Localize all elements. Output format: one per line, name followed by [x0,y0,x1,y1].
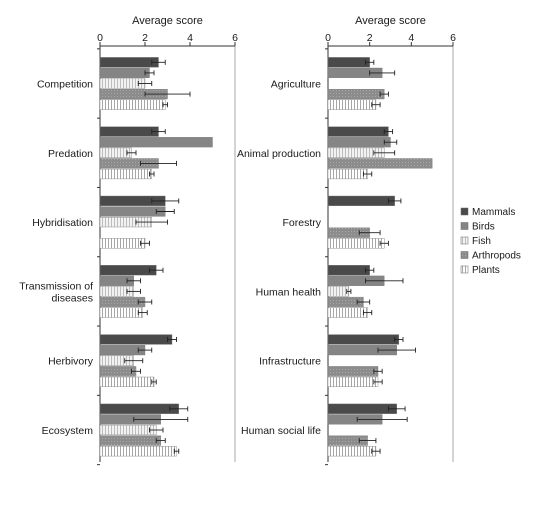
bar-plants [327,376,379,388]
bar-mammals [99,57,159,68]
bar-arthropods [99,435,161,446]
chart-legend: Mammals Birds Fish Arthropods Plants [460,207,521,276]
category-label: Transmission of [19,280,93,292]
bar-plants [99,446,177,457]
category-label: diseases [52,292,93,304]
x-tick-label: 6 [450,32,456,44]
x-tick-label: 4 [408,32,414,44]
bar-mammals [327,195,395,207]
bar-plants [99,376,155,388]
legend-label-mammals: Mammals [472,207,515,218]
bar-plants [99,99,166,110]
bar-plants [327,168,368,180]
bar-mammals [327,265,370,276]
bar-mammals [327,403,397,414]
bar-birds [99,67,150,79]
bar-mammals [327,57,370,68]
chart-panel-1: Average score 0 2 4 6 Competition Predation Hyb… [19,15,238,466]
category-label: Predation [48,148,93,160]
x-tick-label: 2 [367,32,373,44]
bar-arthropods [99,366,137,377]
bar-plants [327,307,368,318]
bar-arthropods [327,88,385,100]
legend-swatch-birds [460,222,469,230]
x-tick-label: 0 [97,32,103,44]
category-label: Agriculture [271,79,321,91]
bar-fish [99,424,157,436]
bar-plants [327,446,377,457]
bar-birds [99,137,213,148]
category-label: Human social life [241,425,321,437]
category-label: Herbivory [48,356,94,368]
bar-arthropods [327,366,379,377]
bar-plants [99,168,152,180]
bar-mammals [99,265,157,276]
bar-mammals [99,126,159,137]
bar-birds [99,206,166,217]
legend-label-birds: Birds [472,222,495,233]
bar-plants [327,99,377,110]
category-label: Hybridisation [32,217,93,229]
category-label: Infrastructure [259,356,321,368]
x-tick-label: 6 [232,32,238,44]
x-axis-title: Average score [132,15,203,27]
x-tick-label: 0 [325,32,331,44]
category-label: Animal production [237,148,321,160]
x-tick-label: 2 [142,32,148,44]
x-axis-title: Average score [355,15,426,27]
bar-mammals [99,403,179,414]
legend-label-plants: Plants [472,265,500,276]
bar-mammals [327,126,389,137]
legend-swatch-arthropods [460,251,469,259]
bar-plants [327,238,385,249]
category-label: Human health [256,286,322,298]
bar-arthropods [327,158,433,169]
bar-plants [99,238,146,249]
bar-mammals [327,334,400,345]
category-label: Forestry [282,217,321,229]
category-label: Ecosystem [42,425,94,437]
legend-swatch-fish [460,236,469,245]
chart-panel-2: Average score 0 2 4 6 Agriculture Animal produ… [237,15,456,466]
legend-label-arthropods: Arthropods [472,251,521,262]
bar-mammals [99,334,173,345]
x-tick-label: 4 [187,32,193,44]
legend-swatch-plants [460,265,469,274]
bar-birds [327,137,391,148]
legend-swatch-mammals [460,207,469,216]
bar-fish [327,286,350,297]
bar-plants [99,307,143,318]
legend-label-fish: Fish [472,236,491,247]
category-label: Competition [37,79,93,91]
